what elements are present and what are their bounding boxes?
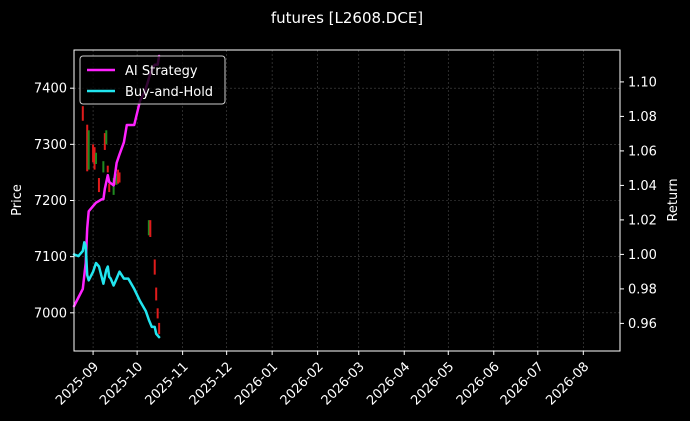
candle-down [155, 287, 158, 301]
y-axis-label: Price [10, 184, 25, 216]
chart-title: futures [L2608.DCE] [271, 9, 423, 27]
buy-and-hold-line [72, 241, 161, 339]
candle-down [92, 144, 95, 163]
legend-label-buy-and-hold: Buy-and-Hold [125, 85, 213, 100]
y2-tick-label: 1.08 [628, 110, 657, 125]
y2-axis-label: Return [666, 178, 681, 221]
y2-tick-label: 1.06 [628, 144, 657, 159]
candle-down [156, 308, 159, 319]
y2-tick-label: 1.00 [628, 248, 657, 263]
candle-down [117, 169, 120, 184]
candle-down [153, 259, 156, 275]
candle-down [81, 106, 84, 121]
candle-down [158, 322, 161, 335]
y2-tick-label: 1.10 [628, 75, 657, 90]
y-tick-label: 7400 [34, 82, 67, 97]
y2-tick-label: 1.02 [628, 213, 657, 228]
candle-up [105, 130, 108, 145]
y2-tick-label: 0.96 [628, 317, 657, 332]
candle-down [106, 165, 109, 173]
y-tick-label: 7000 [34, 306, 67, 321]
candle-down [118, 172, 121, 183]
candle-down [97, 178, 100, 193]
candle-up [115, 173, 118, 185]
candle-up [95, 152, 98, 164]
legend-label-ai-strategy: AI Strategy [125, 64, 198, 79]
candle-down [86, 124, 89, 172]
y-tick-label: 7200 [34, 194, 67, 209]
y2-tick-label: 0.98 [628, 282, 657, 297]
candle-down [108, 183, 111, 193]
y-tick-label: 7100 [34, 250, 67, 265]
candle-up [147, 220, 150, 236]
y-tick-label: 7300 [34, 138, 67, 153]
candle-up [87, 130, 90, 170]
legend: AI Strategy Buy-and-Hold [79, 55, 226, 105]
candle-down [93, 147, 96, 170]
candle-down [149, 220, 152, 238]
legend-box [79, 55, 226, 105]
grid-layer [74, 50, 620, 351]
candle-down [103, 133, 106, 150]
y2-tick-label: 1.04 [628, 179, 657, 194]
candle-up [102, 161, 105, 173]
